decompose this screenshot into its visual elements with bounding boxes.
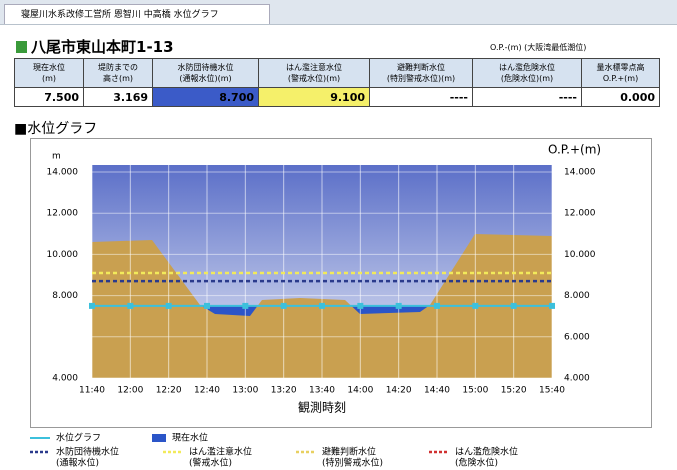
legend-label: はん濫注意水位 xyxy=(189,446,252,458)
y2-tick-label: 10.000 xyxy=(564,250,596,260)
water-level-marker xyxy=(434,302,440,309)
y2-axis-label: O.P.+(m) xyxy=(548,143,601,157)
legend-label: 水位グラフ xyxy=(56,432,101,444)
y2-tick-label: 12.000 xyxy=(564,209,596,219)
legend-label: 避難判断水位 xyxy=(322,446,376,458)
water-level-marker xyxy=(165,302,172,309)
x-axis-label: 観測時刻 xyxy=(298,401,346,415)
header-text: はん濫危険水位 xyxy=(499,63,555,72)
value-cell: 3.169 xyxy=(83,87,153,107)
legend-label: 現在水位 xyxy=(172,432,208,444)
header-text: 量水標零点高 xyxy=(596,63,645,72)
browser-tab[interactable]: 寝屋川水系改修工営所 恩智川 中高橋 水位グラフ xyxy=(4,4,270,24)
header-cell: はん濫注意水位 (警戒水位)(m) xyxy=(258,58,370,88)
header-text: 避難判断水位 xyxy=(397,63,445,72)
location: 八尾市東山本町1-13 xyxy=(16,36,174,57)
water-level-marker xyxy=(280,302,287,309)
header-text: O.P.+(m) xyxy=(602,74,639,83)
water-level-marker xyxy=(472,302,479,309)
value-cell: ---- xyxy=(472,87,582,107)
header-text: (危険水位)(m) xyxy=(500,74,554,83)
y-tick-label: 12.000 xyxy=(47,209,79,219)
x-tick-label: 15:00 xyxy=(462,386,488,396)
y2-tick-label: 4.000 xyxy=(564,374,590,384)
x-tick-label: 14:20 xyxy=(386,386,412,396)
y2-tick-label: 6.000 xyxy=(564,332,590,342)
value-cell: ---- xyxy=(369,87,473,107)
header-cell: 水防団待機水位 (通報水位)(m) xyxy=(152,58,259,88)
value-cell: 9.100 xyxy=(258,87,370,107)
water-level-marker xyxy=(510,302,517,309)
header-text: (通報水位)(m) xyxy=(179,74,232,83)
value-cell: 0.000 xyxy=(581,87,660,107)
legend-label: (通報水位) xyxy=(56,457,99,469)
header-text: (警戒水位)(m) xyxy=(287,74,341,83)
header-text: 堤防までの xyxy=(98,63,138,72)
water-level-marker xyxy=(242,302,249,309)
x-tick-label: 14:00 xyxy=(347,386,373,396)
water-level-marker xyxy=(89,302,95,309)
water-level-marker xyxy=(204,302,210,309)
header-text: 現在水位 xyxy=(33,63,65,72)
header-cell: 堤防までの高さ(m) xyxy=(83,58,153,88)
header-cell: 避難判断水位 (特別警戒水位)(m) xyxy=(369,58,473,88)
value-row: 7.500 3.169 8.700 9.100 ---- ---- 0.000 xyxy=(14,87,660,107)
legend-swatch xyxy=(152,434,166,442)
header-text: 高さ(m) xyxy=(102,74,134,83)
header-row: 現在水位 (m) 堤防までの高さ(m) 水防団待機水位 (通報水位)(m) はん濫注意水位… xyxy=(14,58,660,88)
header-text: 水防団待機水位 xyxy=(177,63,234,72)
y-tick-label: 10.000 xyxy=(47,250,79,260)
y2-tick-label: 14.000 xyxy=(564,168,596,178)
x-tick-label: 12:00 xyxy=(117,386,143,396)
legend-label: 水防団待機水位 xyxy=(56,446,119,458)
legend-label: はん濫危険水位 xyxy=(455,446,518,458)
x-tick-label: 13:00 xyxy=(232,386,258,396)
datum: O.P.-(m) (大阪湾最低潮位) xyxy=(490,43,587,52)
y-tick-label: 14.000 xyxy=(47,168,79,178)
level-table: 現在水位 (m) 堤防までの高さ(m) 水防団待機水位 (通報水位)(m) はん濫注意水位… xyxy=(14,58,660,107)
x-tick-label: 13:40 xyxy=(309,386,335,396)
water-level-marker xyxy=(549,302,555,309)
x-tick-label: 12:20 xyxy=(156,386,182,396)
header-cell: はん濫危険水位 (危険水位)(m) xyxy=(472,58,582,88)
x-tick-label: 15:20 xyxy=(501,386,527,396)
water-level-marker xyxy=(127,302,134,309)
header-text: (m) xyxy=(41,74,57,83)
legend-label: (危険水位) xyxy=(455,457,498,469)
legend-label: (特別警戒水位) xyxy=(322,457,383,469)
y-tick-label: 8.000 xyxy=(52,291,78,301)
x-tick-label: 13:20 xyxy=(271,386,297,396)
legend-label: (警戒水位) xyxy=(189,457,232,469)
y2-tick-label: 8.000 xyxy=(564,291,590,301)
header-text: はん濫注意水位 xyxy=(286,63,342,72)
x-tick-label: 14:40 xyxy=(424,386,450,396)
water-level-marker xyxy=(319,302,325,309)
x-tick-label: 12:40 xyxy=(194,386,220,396)
chart-panel xyxy=(30,138,652,428)
header-cell: 現在水位 (m) xyxy=(14,58,84,88)
x-tick-label: 15:40 xyxy=(539,386,565,396)
water-level-marker xyxy=(395,302,402,309)
water-level-marker xyxy=(357,302,364,309)
y-tick-label: 4.000 xyxy=(52,374,78,384)
tab-bar: 寝屋川水系改修工営所 恩智川 中高橋 水位グラフ xyxy=(0,0,677,25)
value-cell: 8.700 xyxy=(152,87,259,107)
y-axis-label: m xyxy=(52,152,61,162)
x-tick-label: 11:40 xyxy=(79,386,105,396)
header-text: (特別警戒水位)(m) xyxy=(386,74,456,83)
section-title: ■水位グラフ xyxy=(14,121,98,137)
